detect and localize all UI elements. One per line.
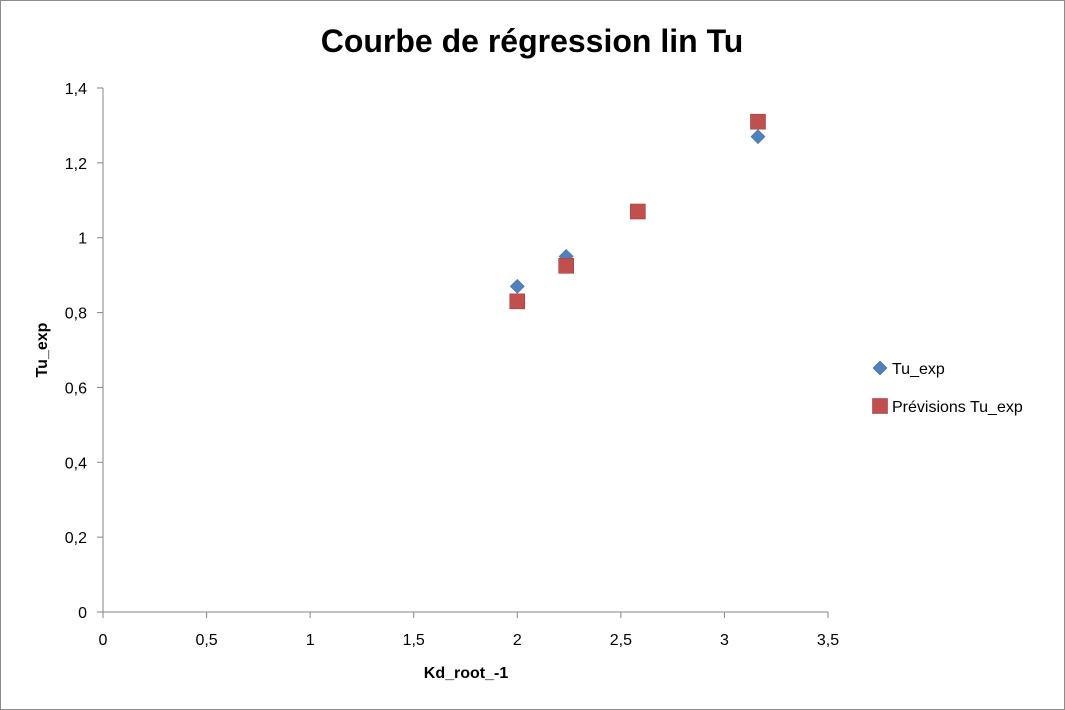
x-tick-label: 3,5 [817, 632, 839, 649]
tu-exp-point [750, 129, 766, 145]
legend: Tu_exp Prévisions Tu_exp [872, 360, 1023, 416]
y-tick-label: 1,2 [65, 156, 87, 173]
y-axis-title: Tu_exp [34, 322, 51, 377]
prevision-point [750, 113, 766, 130]
prevision-point [509, 293, 526, 310]
chart-title: Courbe de régression lin Tu [321, 23, 744, 59]
legend-diamond-icon [872, 360, 888, 376]
x-tick-label: 2,5 [610, 632, 632, 649]
plot-area: 0 0,5 1 1,5 2 2,5 3 3,5 0 0,2 0,4 0,6 0,8 1 1,2 1,4 [65, 81, 839, 649]
x-tick-label: 1 [306, 632, 315, 649]
legend-label: Tu_exp [892, 361, 945, 378]
legend-square-icon [872, 398, 888, 414]
x-tick-label: 1,5 [403, 632, 425, 649]
x-axis-title: Kd_root_-1 [424, 665, 509, 682]
y-tick-label: 0,8 [65, 306, 87, 323]
tu-exp-point [509, 278, 525, 294]
x-tick-label: 2 [513, 632, 522, 649]
y-tick-label: 0 [78, 605, 87, 622]
x-tick-label: 0,5 [195, 632, 217, 649]
y-tick-label: 0,6 [65, 380, 87, 397]
y-tick-label: 1,4 [65, 81, 87, 98]
x-axis-ticks: 0 0,5 1 1,5 2 2,5 3 3,5 [99, 612, 839, 649]
y-tick-label: 1 [78, 231, 87, 248]
prevision-point [630, 203, 646, 220]
data-markers [509, 113, 766, 310]
y-tick-label: 0,4 [65, 455, 87, 472]
prevision-point [558, 257, 574, 274]
x-tick-label: 0 [99, 632, 108, 649]
y-axis-ticks: 0 0,2 0,4 0,6 0,8 1 1,2 1,4 [65, 81, 103, 622]
x-tick-label: 3 [720, 632, 729, 649]
legend-label: Prévisions Tu_exp [892, 399, 1023, 416]
y-tick-label: 0,2 [65, 530, 87, 547]
